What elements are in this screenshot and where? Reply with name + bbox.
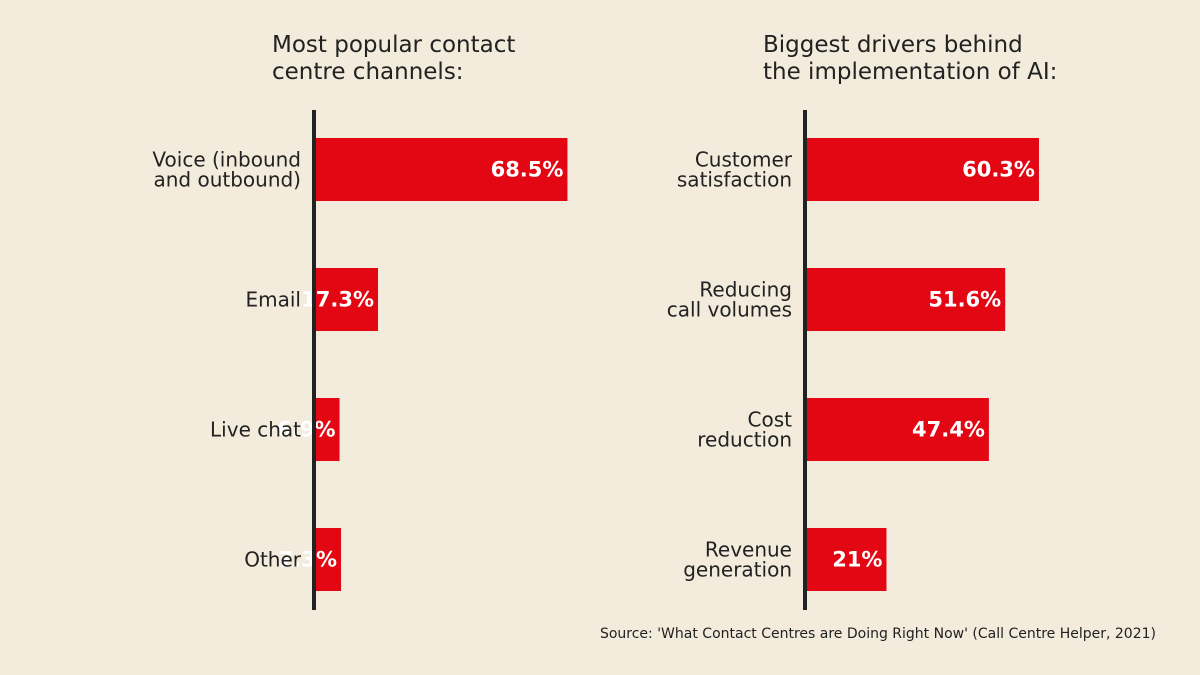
ai-driver-bar-3 — [805, 398, 989, 461]
ai-driver-value-label-2: 51.6% — [928, 288, 1001, 312]
channels-value-label-4: 7.3% — [279, 548, 337, 572]
left-chart-title-line-2: centre channels: — [272, 59, 464, 85]
channels-category-label-4: Other — [244, 548, 302, 572]
channels-value-label-1: 68.5% — [491, 158, 564, 182]
ai-driver-value-label-1: 60.3% — [962, 158, 1035, 182]
channels-category-label-2: Email — [246, 288, 302, 312]
channels-bar-1 — [314, 138, 568, 201]
ai-driver-bar-4 — [805, 528, 887, 591]
channels-bar-3 — [314, 398, 340, 461]
right-chart-title: Biggest drivers behind the implementatio… — [763, 32, 1057, 86]
ai-driver-bar-1 — [805, 138, 1039, 201]
channels-value-label-3: 6.9% — [277, 418, 335, 442]
left-chart-title: Most popular contact centre channels: — [272, 32, 515, 86]
ai-driver-category-label-3: Cost reduction — [697, 408, 792, 452]
ai-driver-category-label-4: Revenue generation — [683, 538, 792, 582]
ai-driver-value-label-3: 47.4% — [912, 418, 985, 442]
channels-bar-2 — [314, 268, 379, 331]
channels-category-label-3: Live chat — [210, 418, 301, 442]
channels-category-label-1: Voice (inbound and outbound) — [152, 148, 301, 192]
right-chart-title-line-1: Biggest drivers behind — [763, 32, 1023, 58]
source-note: Source: 'What Contact Centres are Doing … — [599, 626, 1156, 642]
channels-bar-4 — [314, 528, 342, 591]
ai-driver-category-label-2: Reducing call volumes — [667, 278, 792, 322]
left-chart-title-line-1: Most popular contact — [272, 32, 516, 58]
ai-driver-category-label-1: Customer satisfaction — [677, 148, 793, 192]
ai-driver-bar-2 — [805, 268, 1006, 331]
ai-driver-value-label-4: 21% — [832, 548, 882, 572]
right-chart-title-line-2: the implementation of AI: — [763, 59, 1058, 85]
